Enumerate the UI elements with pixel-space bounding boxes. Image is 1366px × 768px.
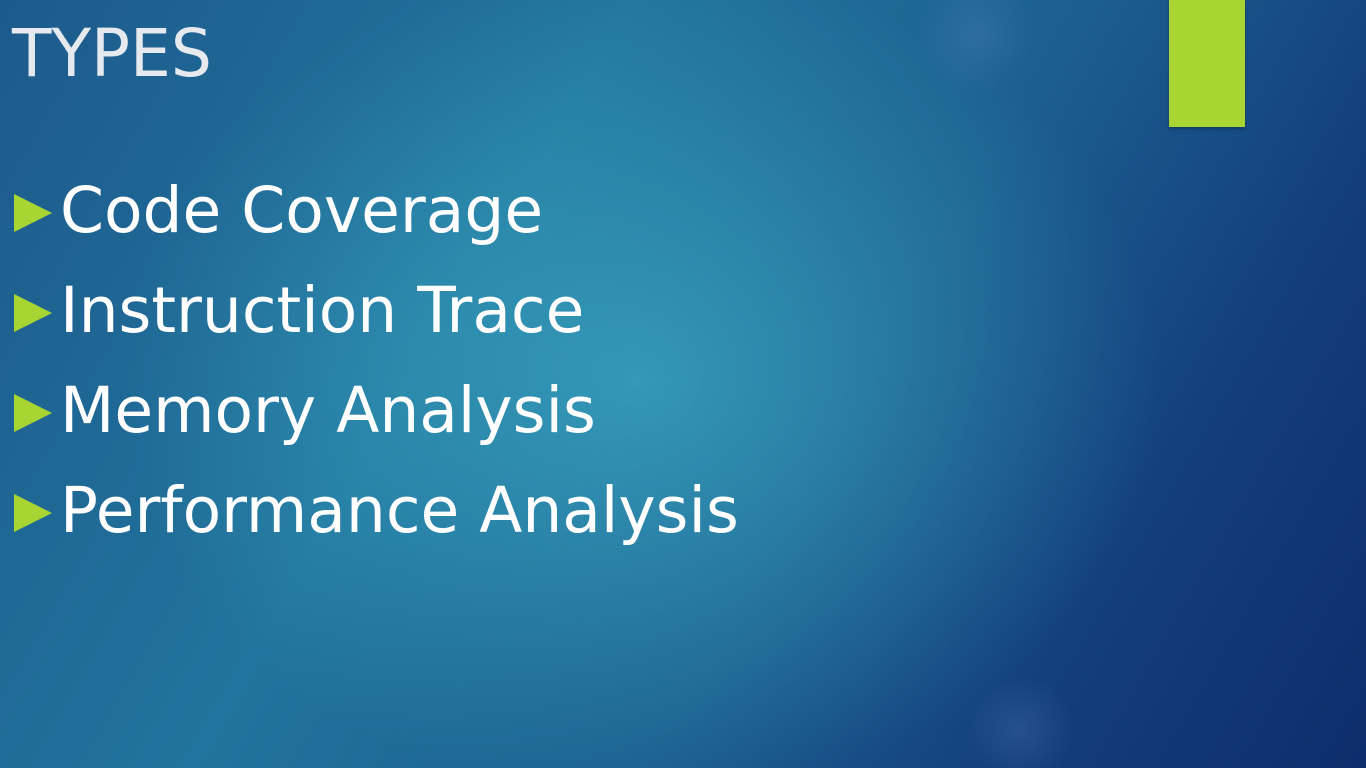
triangle-right-icon [14,294,52,332]
bullet-item-instruction-trace: Instruction Trace [14,260,739,360]
triangle-right-icon [14,494,52,532]
bullet-item-performance-analysis: Performance Analysis [14,460,739,560]
slide-title: TYPES [12,15,212,92]
accent-bar [1169,0,1245,127]
bullet-item-code-coverage: Code Coverage [14,160,739,260]
bullet-list: Code Coverage Instruction Trace Memory A… [14,160,739,560]
bullet-item-memory-analysis: Memory Analysis [14,360,739,460]
bullet-text: Performance Analysis [60,473,739,547]
bullet-text: Memory Analysis [60,373,596,447]
bullet-text: Code Coverage [60,173,544,247]
bullet-text: Instruction Trace [60,273,585,347]
triangle-right-icon [14,394,52,432]
triangle-right-icon [14,194,52,232]
